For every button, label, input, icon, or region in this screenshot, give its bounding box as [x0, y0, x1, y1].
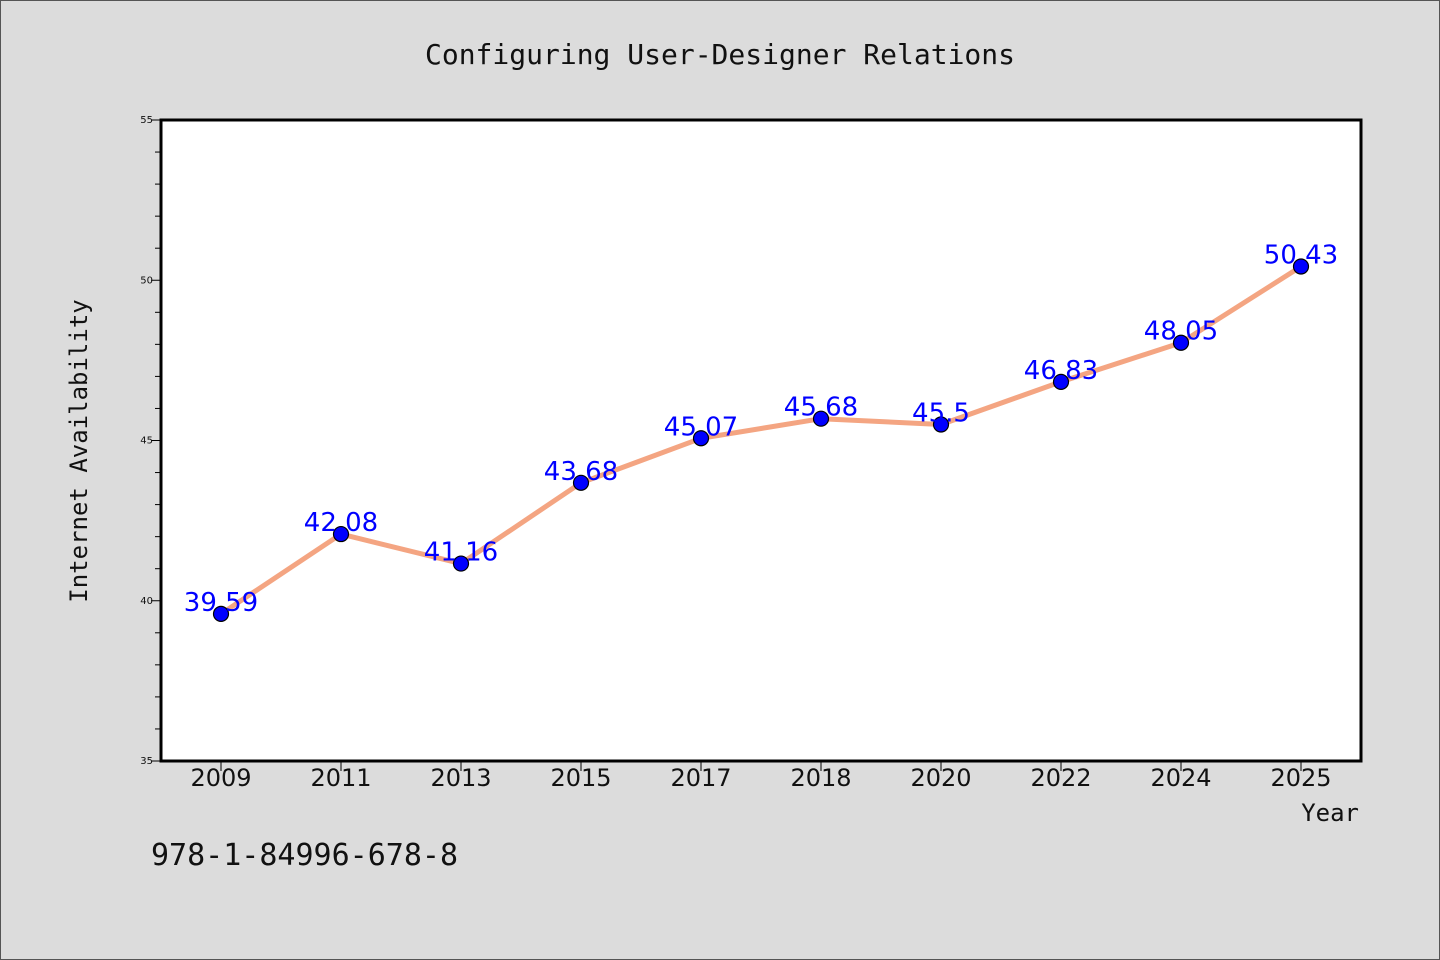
- x-tick-label: 2013: [430, 764, 491, 792]
- x-tick-label: 2017: [670, 764, 731, 792]
- data-point: [212, 605, 230, 622]
- plot-area: [159, 118, 1363, 763]
- data-point: [1172, 334, 1190, 351]
- y-axis-label: Internet Availability: [65, 299, 93, 602]
- data-label: 41.16: [424, 538, 498, 568]
- x-tick-label: 2018: [790, 764, 851, 792]
- x-tick-label: 2015: [550, 764, 611, 792]
- data-markers: [212, 258, 1310, 622]
- data-point: [572, 474, 590, 491]
- data-point: [1052, 373, 1070, 390]
- data-labels: 39.59 42.08 41.16 43.68 45.07 45.68 45.5 46.83 4…: [184, 240, 1338, 617]
- x-tick-label: 2022: [1030, 764, 1091, 792]
- data-label: 48.05: [1144, 317, 1218, 347]
- x-tick-label: 2011: [310, 764, 371, 792]
- data-label: 45.5: [912, 398, 970, 428]
- data-label: 45.07: [664, 412, 738, 442]
- data-label: 50.43: [1264, 240, 1338, 270]
- x-tick-label: 2025: [1270, 764, 1331, 792]
- data-point: [452, 555, 470, 572]
- x-tick-label: 2020: [910, 764, 971, 792]
- chart-title: Configuring User-Designer Relations: [425, 38, 1015, 71]
- data-point: [932, 416, 950, 433]
- y-tick-label: 50: [140, 275, 153, 286]
- y-tick-label: 45: [140, 436, 153, 447]
- y-tick-label: 40: [140, 596, 153, 607]
- y-tick-label: 35: [140, 756, 153, 767]
- x-axis-label: Year: [1301, 799, 1359, 827]
- data-label: 46.83: [1024, 356, 1098, 386]
- x-tick-label: 2009: [190, 764, 251, 792]
- x-axis: 2009 2011 2013 2015 2017 2018 2020 2022 2024 2025: [190, 761, 1332, 792]
- series-line: [219, 264, 1303, 616]
- data-label: 39.59: [184, 588, 258, 618]
- data-point: [332, 525, 350, 543]
- data-label: 42.08: [304, 508, 378, 538]
- data-point: [1292, 258, 1310, 275]
- data-label: 43.68: [544, 457, 618, 487]
- data-point: [692, 430, 710, 447]
- y-tick-label: 55: [140, 115, 153, 126]
- x-tick-label: 2024: [1150, 764, 1211, 792]
- footer-text: 978-1-84996-678-8: [151, 838, 458, 873]
- y-axis: 35 40 45 50 55: [140, 115, 161, 767]
- data-point: [812, 410, 830, 427]
- data-label: 45.68: [784, 393, 858, 423]
